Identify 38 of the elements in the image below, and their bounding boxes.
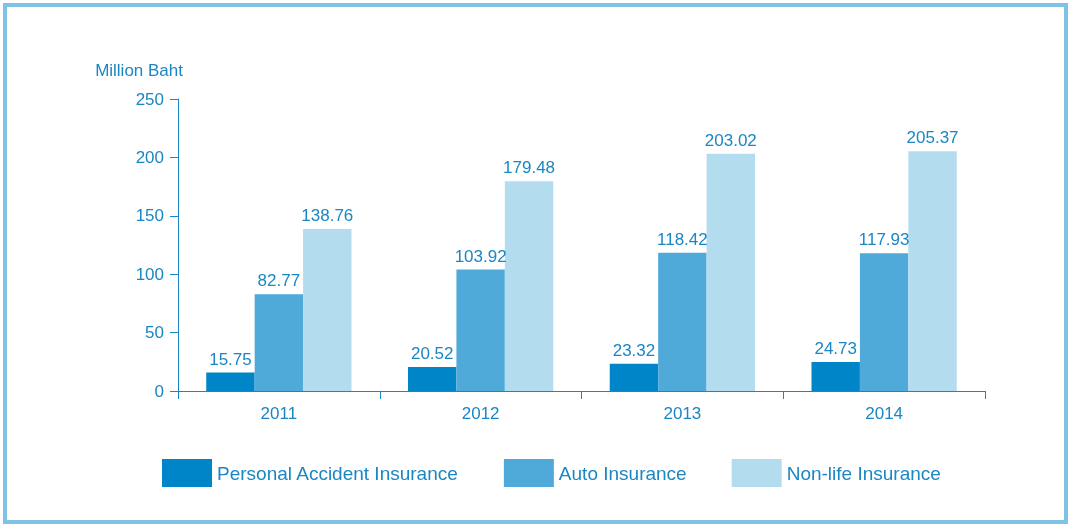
data-label: 205.37 <box>906 128 959 148</box>
y-tick-label: 50 <box>145 323 164 343</box>
data-label: 82.77 <box>257 271 301 291</box>
bar <box>504 181 554 391</box>
bar <box>658 252 707 391</box>
data-label: 103.92 <box>454 246 507 266</box>
data-label: 20.52 <box>410 344 454 364</box>
data-label: 138.76 <box>301 205 354 225</box>
bar <box>408 367 457 391</box>
x-tick-label: 2012 <box>461 404 500 423</box>
bar <box>859 253 909 391</box>
legend-label: Personal Accident Insurance <box>217 462 458 484</box>
bar <box>908 151 957 391</box>
y-tick-label: 100 <box>135 264 164 284</box>
x-tick-label: 2013 <box>663 404 702 423</box>
data-label: 24.73 <box>814 339 857 359</box>
bar <box>254 294 304 391</box>
bar <box>456 269 505 391</box>
y-tick-label: 150 <box>135 206 164 226</box>
data-label: 118.42 <box>657 229 708 249</box>
y-axis-title: Million Baht <box>95 61 184 80</box>
data-label: 23.32 <box>612 340 656 360</box>
bar <box>609 363 659 391</box>
legend-label: Auto Insurance <box>558 462 687 484</box>
x-tick-label: 2014 <box>865 404 904 423</box>
bar <box>206 372 255 391</box>
data-label: 15.75 <box>209 349 252 369</box>
bar <box>811 362 860 391</box>
data-label: 117.93 <box>858 230 910 250</box>
y-tick-label: 200 <box>135 147 164 167</box>
y-tick-label: 250 <box>135 89 164 109</box>
data-label: 179.48 <box>503 158 556 178</box>
bar <box>706 153 756 391</box>
bar <box>303 228 352 391</box>
legend-label: Non-life Insurance <box>786 462 941 484</box>
x-tick-label: 2011 <box>260 404 298 423</box>
y-tick-label: 0 <box>154 381 164 401</box>
data-label: 203.02 <box>704 130 757 150</box>
